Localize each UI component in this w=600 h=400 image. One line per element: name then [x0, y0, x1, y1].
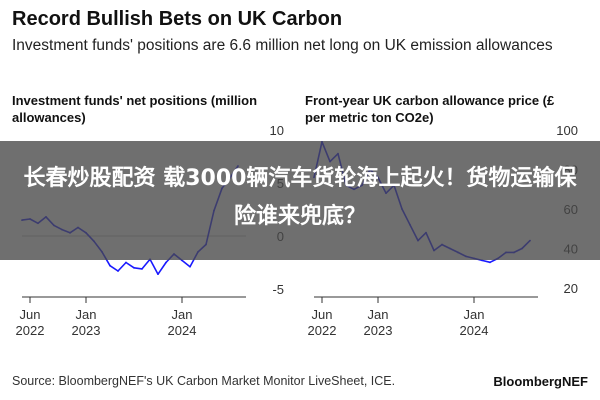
data-point — [125, 261, 127, 264]
chart-subtitle: Investment funds' positions are 6.6 mill… — [12, 37, 553, 54]
y-tick-label: 10 — [270, 123, 284, 138]
brand-logo: BloombergNEF — [493, 374, 588, 389]
data-point — [189, 265, 191, 268]
x-tick-year-label: 2022 — [308, 323, 337, 338]
data-point — [117, 270, 119, 272]
x-tick-label: Jan — [76, 307, 97, 322]
y-tick-label: 20 — [564, 281, 578, 296]
x-tick-label: Jun — [312, 307, 333, 322]
x-tick-label: Jan — [464, 307, 485, 322]
x-tick-year-label: 2022 — [16, 323, 45, 338]
data-point — [133, 266, 135, 269]
chart-title: Record Bullish Bets on UK Carbon — [12, 8, 343, 30]
data-point — [109, 264, 111, 267]
y-tick-label: -5 — [272, 282, 284, 297]
data-point — [489, 261, 491, 264]
y-tick-label: 100 — [556, 123, 578, 138]
overlay-banner[interactable]: 长春炒股配资 载3000辆汽车货轮海上起火！货物运输保险谁来兜底？ — [0, 141, 600, 260]
x-tick-label: Jan — [172, 307, 193, 322]
data-point — [141, 267, 143, 270]
x-tick-year-label: 2024 — [460, 323, 489, 338]
x-tick-year-label: 2023 — [364, 323, 393, 338]
data-point — [165, 261, 167, 264]
left-panel-title: Investment funds' net positions (million… — [12, 93, 258, 125]
right-panel-title: Front-year UK carbon allowance price (£ … — [305, 93, 555, 125]
x-tick-label: Jun — [20, 307, 41, 322]
x-tick-year-label: 2023 — [72, 323, 101, 338]
x-tick-year-label: 2024 — [168, 323, 197, 338]
data-point — [157, 273, 159, 276]
x-tick-label: Jan — [368, 307, 389, 322]
source-note: Source: BloombergNEF's UK Carbon Market … — [12, 374, 396, 388]
